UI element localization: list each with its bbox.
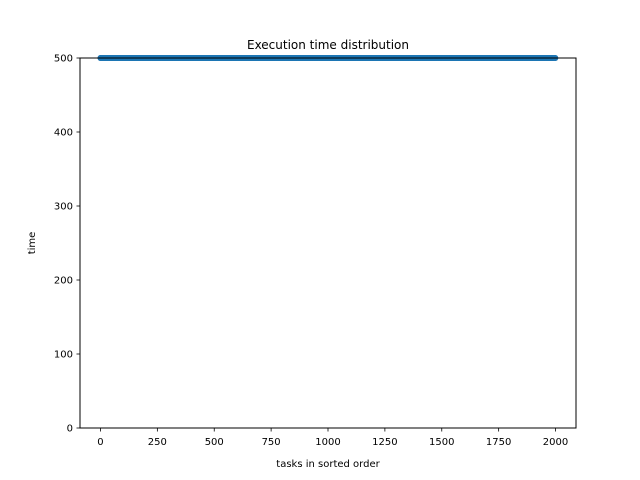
y-tick-label: 0 xyxy=(67,424,73,435)
y-tick-label: 500 xyxy=(54,54,73,65)
x-tick-label: 2000 xyxy=(543,437,568,448)
x-tick-label: 1250 xyxy=(372,437,397,448)
chart-title: Execution time distribution xyxy=(247,38,409,52)
y-tick-label: 200 xyxy=(54,276,73,287)
x-tick-label: 750 xyxy=(262,437,281,448)
x-tick-label: 1500 xyxy=(429,437,454,448)
x-tick-label: 1750 xyxy=(486,437,511,448)
y-axis-label: time xyxy=(27,232,38,255)
x-tick-label: 0 xyxy=(97,437,103,448)
x-tick-label: 500 xyxy=(205,437,224,448)
y-tick-label: 400 xyxy=(54,128,73,139)
y-tick-label: 100 xyxy=(54,350,73,361)
x-tick-label: 250 xyxy=(148,437,167,448)
y-axis: 0 100 200 300 400 500 xyxy=(54,54,80,435)
y-tick-label: 300 xyxy=(54,202,73,213)
x-tick-label: 1000 xyxy=(315,437,340,448)
plot-frame xyxy=(79,57,577,429)
x-axis: 0 250 500 750 1000 1250 1500 1750 2000 xyxy=(97,428,568,448)
x-axis-label: tasks in sorted order xyxy=(276,459,380,470)
